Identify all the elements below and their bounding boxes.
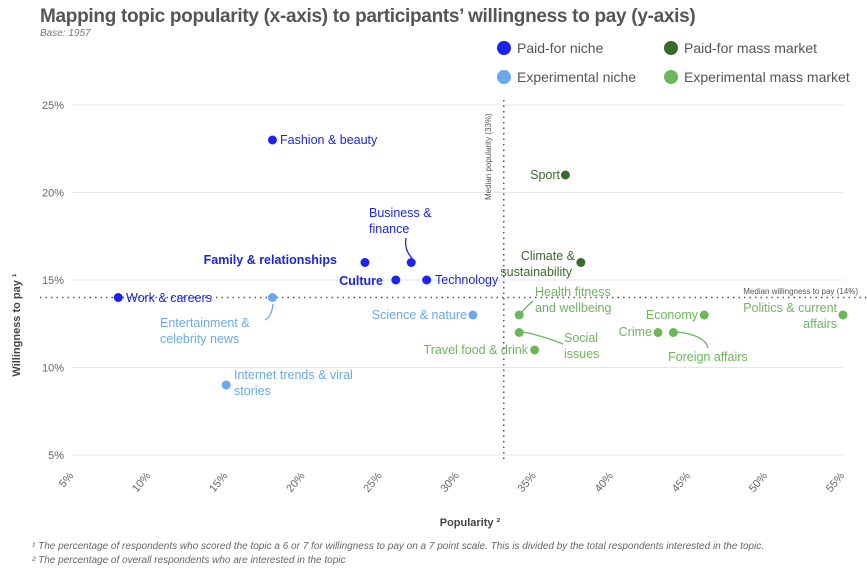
x-tick-label: 5% [57, 470, 77, 490]
point-label-travel-food-drink: Travel food & drink [424, 343, 529, 357]
point-label-politics-current-affairs: affairs [803, 317, 837, 331]
point-crime [653, 328, 663, 337]
y-tick-label: 15% [42, 275, 64, 287]
footnote-1: ¹ The percentage of respondents who scor… [32, 541, 765, 552]
legend-label: Paid-for mass market [684, 40, 818, 56]
legend-label: Experimental mass market [684, 69, 850, 85]
point-label-internet-trends-viral-stories: stories [234, 384, 271, 398]
point-label-business-finance: finance [369, 222, 409, 236]
point-internet-trends-viral-stories [221, 380, 231, 390]
x-tick-label: 25% [361, 470, 384, 495]
point-family-relationships [360, 258, 370, 267]
x-axis-label: Popularity ² [440, 517, 501, 529]
point-health-fitness-and-wellbeing [514, 310, 524, 320]
point-economy [699, 310, 709, 320]
point-fashion-beauty [267, 135, 277, 145]
point-label-politics-current-affairs: Politics & current [743, 301, 837, 315]
point-label-health-fitness-and-wellbeing: and wellbeing [535, 301, 611, 315]
point-label-climate-sustainability: sustainability [500, 265, 572, 279]
legend-dot-icon [497, 41, 511, 55]
point-label-climate-sustainability: Climate & [521, 249, 576, 263]
connector-business-finance [404, 237, 413, 259]
legend-item-experimental-niche: Experimental niche [497, 69, 636, 85]
y-tick-label: 25% [42, 100, 64, 112]
point-label-business-finance: Business & [369, 206, 432, 220]
point-entertainment-celebrity-news [267, 293, 277, 302]
point-sport [560, 170, 570, 180]
footnote-2: ² The percentage of overall respondents … [32, 555, 346, 566]
x-tick-label: 50% [747, 470, 770, 495]
point-foreign-affairs [668, 328, 678, 337]
x-tick-label: 15% [207, 470, 230, 495]
point-climate-sustainability [576, 258, 586, 267]
y-axis-label: Willingness to pay ¹ [11, 273, 23, 377]
point-label-economy: Economy [646, 308, 699, 322]
point-label-technology: Technology [435, 273, 499, 287]
legend-dot-icon [664, 70, 678, 84]
point-label-work-careers: Work & careers [126, 291, 212, 305]
x-tick-label: 45% [670, 470, 693, 495]
x-tick-label: 30% [438, 470, 461, 495]
point-label-social-issues: Social [564, 331, 598, 345]
legend-dot-icon [497, 70, 511, 84]
x-tick-label: 40% [593, 470, 616, 495]
x-tick-label: 55% [824, 470, 847, 495]
chart-title: Mapping topic popularity (x-axis) to par… [40, 6, 696, 27]
point-work-careers [113, 293, 123, 302]
legend-item-paid-mass: Paid-for mass market [664, 40, 817, 56]
legend-item-experimental-mass: Experimental mass market [664, 69, 850, 85]
median-willingness-label: Median willingness to pay (14%) [743, 287, 858, 296]
point-label-crime: Crime [619, 325, 652, 339]
point-politics-current-affairs [838, 310, 848, 320]
point-label-fashion-beauty: Fashion & beauty [280, 133, 378, 147]
connector-social-issues [522, 331, 564, 345]
base-note: Base: 1957 [40, 28, 91, 39]
y-tick-label: 5% [48, 450, 64, 462]
point-label-family-relationships: Family & relationships [204, 253, 337, 267]
x-tick-label: 35% [516, 470, 539, 495]
connector-health-fitness-and-wellbeing [521, 300, 534, 313]
point-label-entertainment-celebrity-news: Entertainment & [160, 316, 250, 330]
x-tick-label: 20% [284, 470, 307, 495]
point-label-social-issues: issues [564, 347, 599, 361]
point-label-foreign-affairs: Foreign affairs [668, 350, 748, 364]
median-popularity-label: Median popularity (33%) [484, 113, 493, 200]
connector-entertainment-celebrity-news [264, 303, 274, 321]
legend-label: Paid-for niche [517, 40, 604, 56]
point-social-issues [514, 328, 524, 337]
y-tick-label: 10% [42, 363, 64, 375]
point-label-science-nature: Science & nature [372, 308, 467, 322]
point-technology [422, 275, 432, 285]
point-travel-food-drink [530, 345, 540, 355]
legend-dot-icon [664, 41, 678, 55]
point-label-internet-trends-viral-stories: Internet trends & viral [234, 368, 353, 382]
y-tick-label: 20% [42, 188, 64, 200]
point-label-health-fitness-and-wellbeing: Health fitness [535, 285, 611, 299]
legend-label: Experimental niche [517, 69, 637, 85]
point-label-entertainment-celebrity-news: celebrity news [160, 332, 239, 346]
point-business-finance [406, 258, 416, 267]
point-culture [391, 275, 401, 285]
point-science-nature [468, 310, 478, 320]
point-label-culture: Culture [339, 274, 383, 288]
x-tick-label: 10% [130, 470, 153, 495]
connector-foreign-affairs [676, 331, 709, 349]
point-label-sport: Sport [530, 168, 560, 182]
legend-item-paid-niche: Paid-for niche [497, 40, 603, 56]
